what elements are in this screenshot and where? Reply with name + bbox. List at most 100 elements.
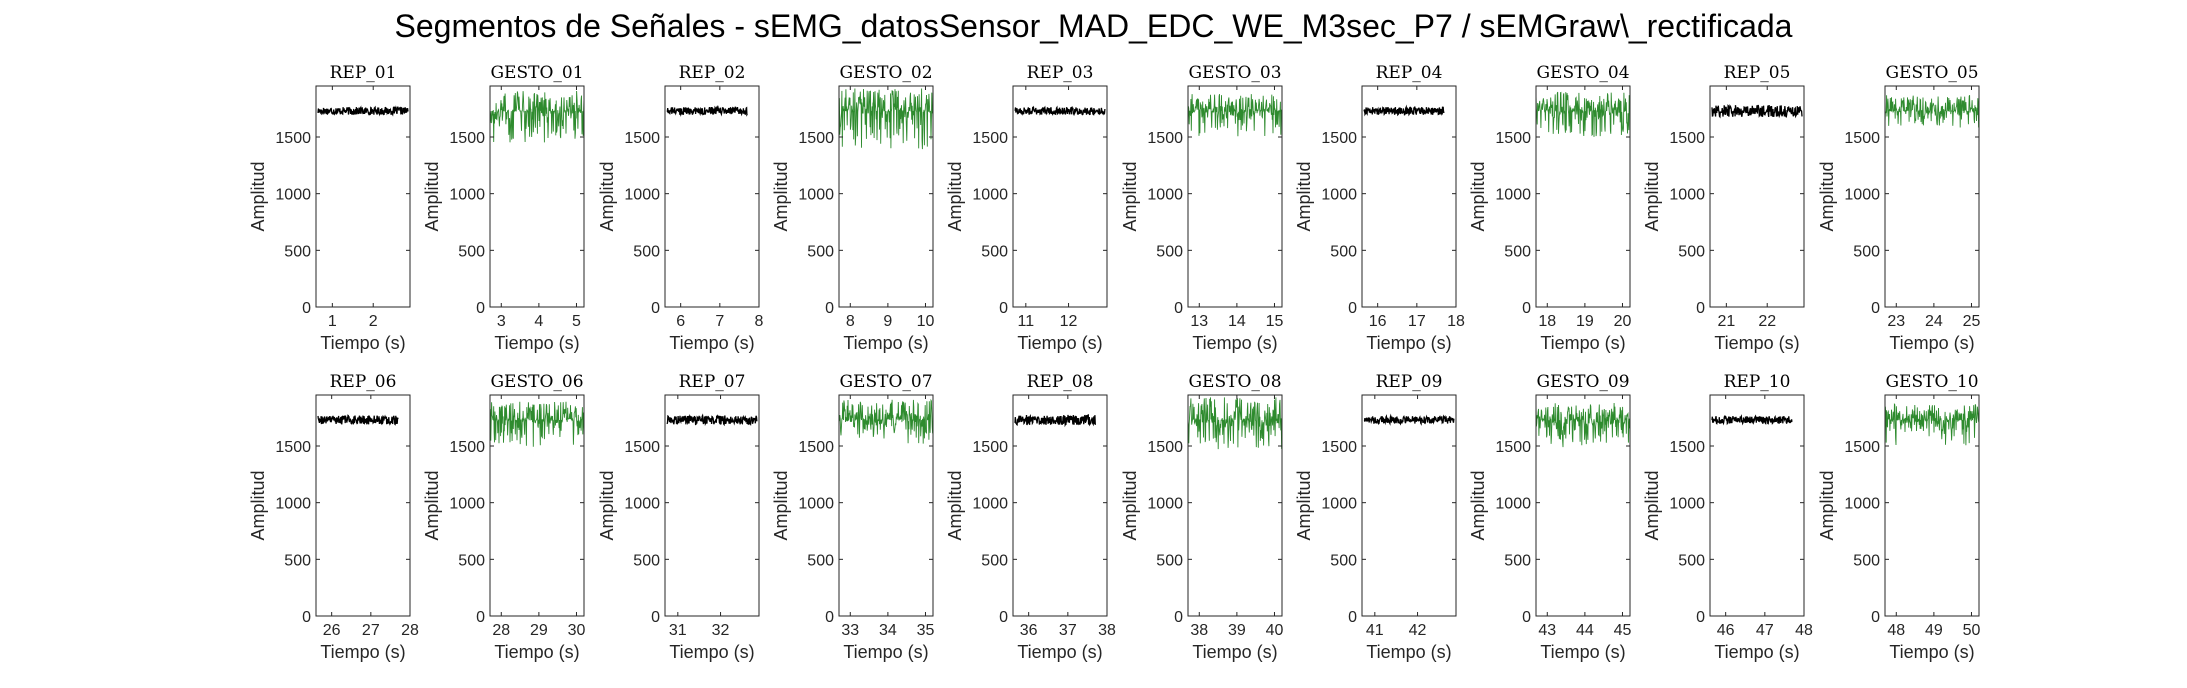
y-tick-label: 500 [1678,552,1705,569]
x-axis-label: Tiempo (s) [1192,642,1277,662]
axes-box [1361,394,1457,617]
axes-box [1187,394,1283,617]
y-tick-label: 0 [1871,609,1880,626]
x-axis-label: Tiempo (s) [843,642,928,662]
subplot-title: REP_06 [330,372,397,392]
y-tick-label: 500 [1504,243,1531,260]
y-tick-label: 1000 [1147,187,1183,204]
y-axis-label: Amplitud [771,470,791,540]
axes-box [1709,85,1805,308]
y-axis-label: Amplitud [1468,161,1488,231]
x-tick-label: 17 [1408,313,1426,330]
y-tick-label: 1000 [624,187,660,204]
x-tick-label: 47 [1756,622,1774,639]
axes-box [1187,85,1283,308]
subplot-title: GESTO_01 [490,63,583,83]
y-axis-label: Amplitud [1294,470,1314,540]
y-tick-label: 500 [633,243,660,260]
y-tick-label: 1000 [1495,496,1531,513]
x-tick-label: 40 [1266,622,1284,639]
y-tick-label: 0 [651,609,660,626]
y-tick-label: 0 [1696,300,1705,317]
y-tick-label: 1000 [1147,496,1183,513]
subplot-gesto-02: 0 500 1000 1500 8 9 10 Tiempo (s) Amplitud GESTO_… [771,63,934,353]
axes-box [489,394,585,617]
y-tick-label: 1500 [449,130,485,147]
axes-box [315,394,411,617]
y-tick-label: 1000 [798,187,834,204]
y-axis-label: Amplitud [945,470,965,540]
signal-line [1187,94,1283,137]
y-tick-label: 1000 [449,496,485,513]
subplot-rep-08: 0 500 1000 1500 36 37 38 Tiempo (s) Amplitud REP_… [945,372,1116,662]
x-tick-label: 4 [534,313,543,330]
x-axis-label: Tiempo (s) [1714,333,1799,353]
y-tick-label: 1500 [449,439,485,456]
y-tick-label: 1000 [972,496,1008,513]
y-tick-label: 500 [284,552,311,569]
x-axis-label: Tiempo (s) [1017,333,1102,353]
x-tick-label: 8 [846,313,855,330]
x-tick-label: 50 [1963,622,1981,639]
y-tick-label: 1000 [275,187,311,204]
y-axis-label: Amplitud [1817,161,1837,231]
y-tick-label: 1000 [1321,496,1357,513]
y-axis-label: Amplitud [422,161,442,231]
axes-box [1884,85,1980,308]
x-tick-label: 45 [1614,622,1632,639]
y-tick-label: 1000 [798,496,834,513]
y-axis-label: Amplitud [1120,470,1140,540]
signal-line [838,398,934,444]
x-tick-label: 8 [755,313,764,330]
y-tick-label: 0 [1174,609,1183,626]
y-tick-label: 500 [1853,243,1880,260]
axes-box [664,394,760,617]
y-tick-label: 0 [302,300,311,317]
y-tick-label: 1000 [449,187,485,204]
y-tick-label: 1500 [1669,130,1705,147]
y-tick-label: 500 [1853,552,1880,569]
signal-line [1535,91,1631,137]
x-tick-label: 2 [369,313,378,330]
subplot-gesto-05: 0 500 1000 1500 23 24 25 Tiempo (s) Amplitud GEST… [1817,63,1980,353]
y-tick-label: 500 [1330,552,1357,569]
y-tick-label: 0 [1522,609,1531,626]
x-tick-label: 33 [841,622,859,639]
y-axis-label: Amplitud [945,161,965,231]
subplot-title: GESTO_05 [1885,63,1978,83]
y-axis-label: Amplitud [422,470,442,540]
y-tick-label: 1500 [798,130,834,147]
x-tick-label: 23 [1887,313,1905,330]
subplot-title: REP_04 [1376,63,1443,83]
x-axis-label: Tiempo (s) [320,642,405,662]
x-axis-label: Tiempo (s) [494,333,579,353]
x-axis-label: Tiempo (s) [1366,642,1451,662]
x-tick-label: 29 [530,622,548,639]
y-axis-label: Amplitud [248,161,268,231]
signal-line [1363,104,1445,117]
x-tick-label: 27 [362,622,380,639]
x-tick-label: 1 [328,313,337,330]
signal-line [1884,402,1980,446]
signal-line [489,90,585,143]
y-tick-label: 1500 [624,439,660,456]
x-tick-label: 10 [917,313,935,330]
x-axis-label: Tiempo (s) [669,642,754,662]
x-tick-label: 41 [1366,622,1384,639]
x-tick-label: 38 [1098,622,1116,639]
y-tick-label: 0 [1696,609,1705,626]
y-tick-label: 0 [476,609,485,626]
y-tick-label: 0 [1348,300,1357,317]
y-tick-label: 1500 [1495,130,1531,147]
x-tick-label: 9 [883,313,892,330]
subplot-title: REP_05 [1724,63,1791,83]
x-axis-label: Tiempo (s) [1714,642,1799,662]
x-axis-label: Tiempo (s) [1192,333,1277,353]
y-tick-label: 500 [807,552,834,569]
subplot-gesto-10: 0 500 1000 1500 48 49 50 Tiempo (s) Amplitud GEST… [1817,372,1980,662]
y-tick-label: 500 [1156,552,1183,569]
y-tick-label: 1000 [1669,496,1705,513]
axes-box [838,394,934,617]
x-axis-label: Tiempo (s) [494,642,579,662]
